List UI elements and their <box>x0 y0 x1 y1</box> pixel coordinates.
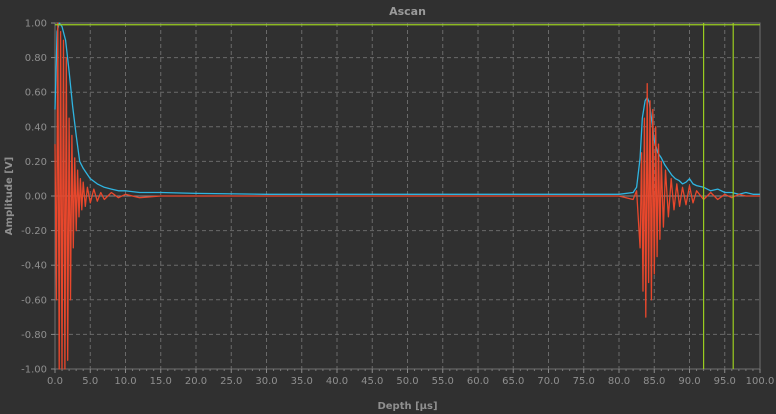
y-tick-label: 0.40 <box>25 122 47 133</box>
x-tick-label: 85.0 <box>643 376 665 387</box>
x-tick-label: 15.0 <box>150 376 172 387</box>
x-tick-label: 60.0 <box>467 376 489 387</box>
x-tick-label: 55.0 <box>432 376 454 387</box>
x-tick-label: 35.0 <box>291 376 313 387</box>
x-tick-label: 10.0 <box>114 376 136 387</box>
signal-line <box>54 22 760 370</box>
x-tick-label: 40.0 <box>326 376 348 387</box>
x-tick-label: 30.0 <box>255 376 277 387</box>
chart-title: Ascan <box>389 5 426 18</box>
y-tick-label: 0.00 <box>25 192 47 203</box>
x-tick-label: 5.0 <box>82 376 98 387</box>
x-tick-label: 45.0 <box>361 376 383 387</box>
y-tick-label: 0.20 <box>25 157 47 168</box>
y-tick-label: -0.20 <box>21 226 47 237</box>
x-tick-label: 80.0 <box>608 376 630 387</box>
x-tick-label: 25.0 <box>220 376 242 387</box>
x-tick-label: 70.0 <box>537 376 559 387</box>
y-tick-label: -0.60 <box>21 295 47 306</box>
x-tick-label: 75.0 <box>573 376 595 387</box>
x-tick-label: 50.0 <box>396 376 418 387</box>
x-tick-label: 90.0 <box>678 376 700 387</box>
y-axis-label: Amplitude [V] <box>4 157 15 235</box>
y-tick-label: 0.80 <box>25 53 47 64</box>
y-tick-label: -1.00 <box>21 365 47 376</box>
x-tick-label: 20.0 <box>185 376 207 387</box>
x-tick-label: 65.0 <box>502 376 524 387</box>
x-tick-label: 95.0 <box>714 376 736 387</box>
y-tick-label: -0.80 <box>21 330 47 341</box>
y-tick-label: -0.40 <box>21 261 47 272</box>
envelope-line <box>54 22 760 195</box>
x-axis-label: Depth [µs] <box>377 401 437 412</box>
x-tick-label: 100.0 <box>746 376 775 387</box>
x-tick-label: 0.0 <box>47 376 63 387</box>
y-tick-label: 1.00 <box>25 19 47 30</box>
y-tick-label: 0.60 <box>25 88 47 99</box>
